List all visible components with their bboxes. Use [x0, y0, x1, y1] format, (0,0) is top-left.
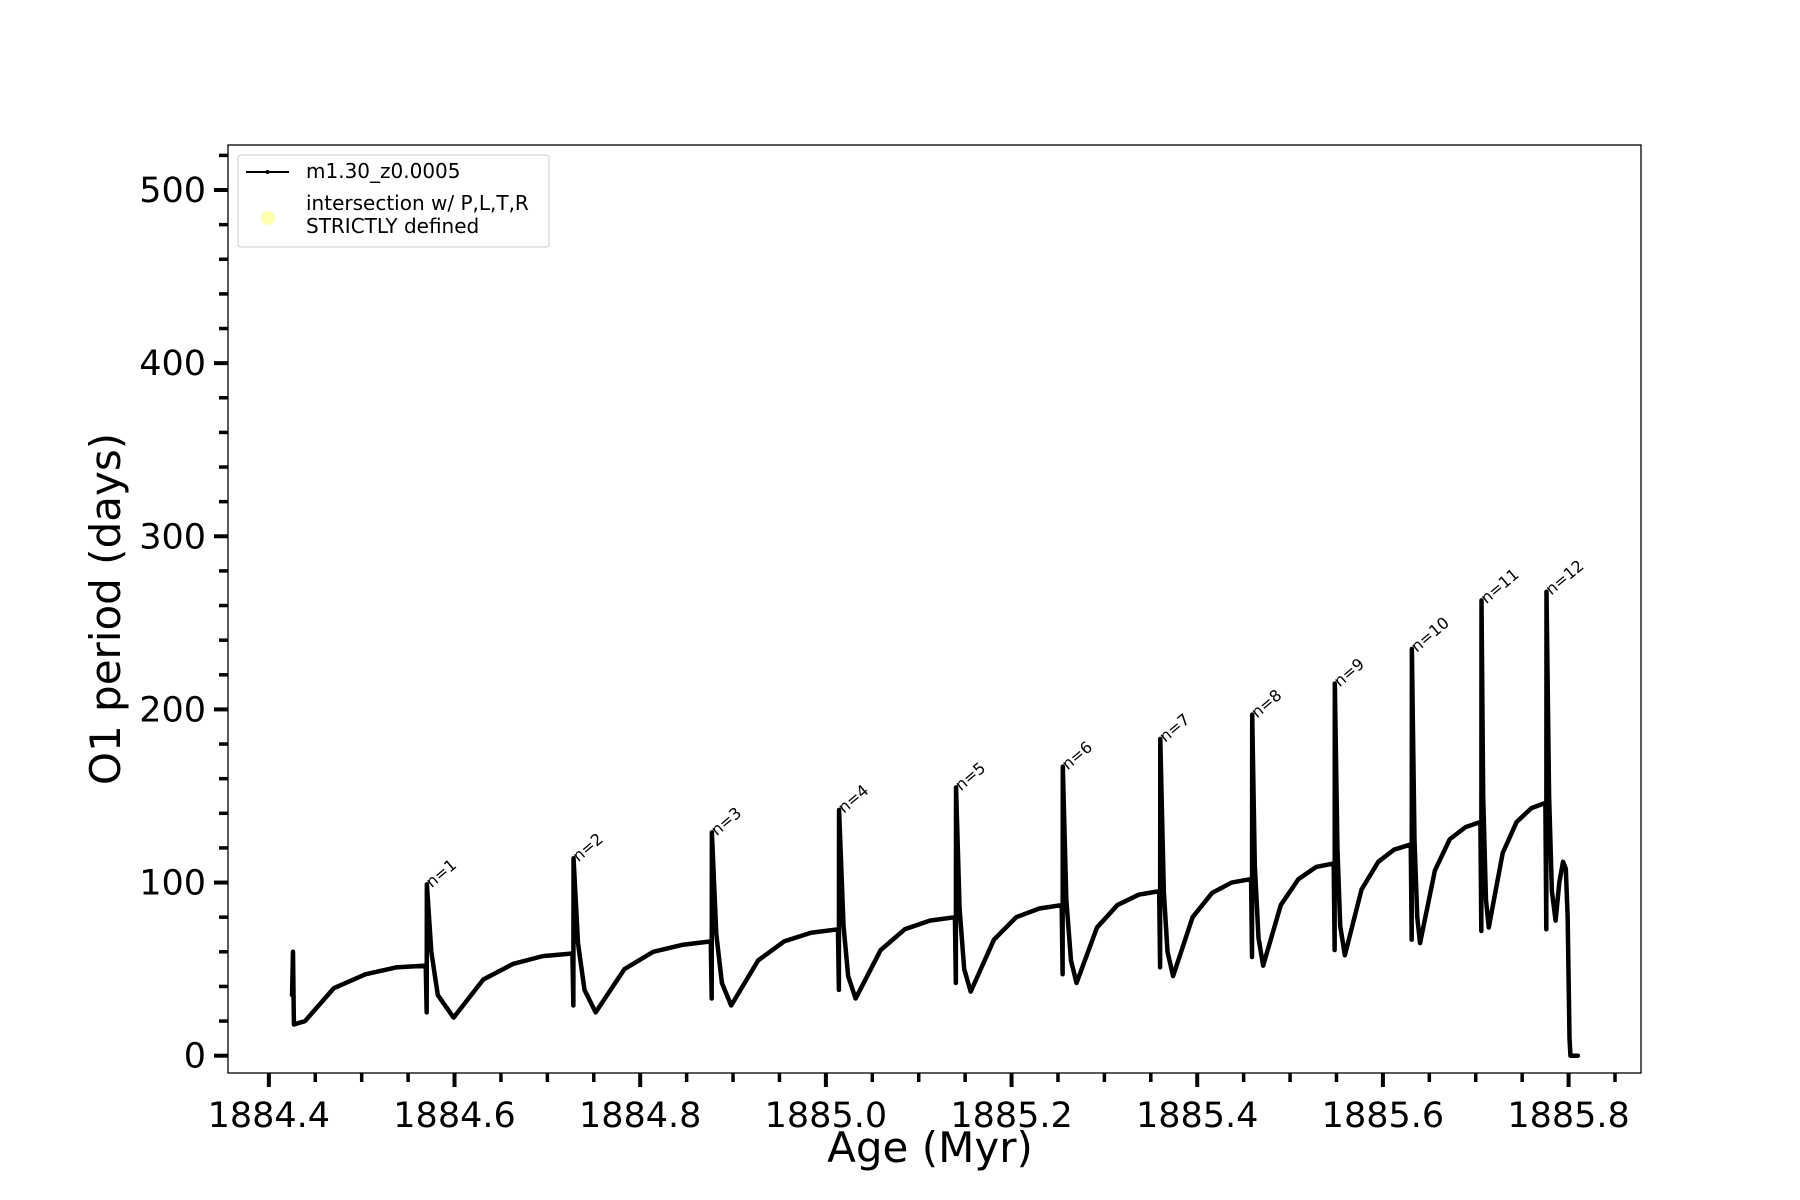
plot-frame: [227, 144, 1642, 1074]
legend-marker: [261, 211, 275, 225]
x-axis-label: Age (Myr): [827, 1123, 1033, 1172]
x-tick-label: 1885.0: [765, 1096, 887, 1136]
y-tick-label: 100: [139, 864, 206, 904]
x-tick-label: 1885.8: [1507, 1096, 1629, 1136]
y-axis-label: O1 period (days): [81, 433, 130, 785]
legend-label: intersection w/ P,L,T,R STRICTLY defined: [306, 191, 529, 238]
y-tick-label: 500: [139, 171, 206, 211]
legend-marker: [265, 170, 270, 174]
y-tick-label: 400: [139, 344, 206, 384]
legend-label: m1.30_z0.0005: [306, 159, 461, 183]
x-tick-label: 1884.4: [208, 1096, 330, 1136]
legend-box: [237, 154, 550, 248]
y-tick-label: 0: [184, 1037, 206, 1077]
x-tick-label: 1885.4: [1136, 1096, 1258, 1136]
data-line: [289, 589, 1581, 1058]
y-tick-label: 300: [139, 517, 206, 557]
x-tick-label: 1884.8: [579, 1096, 701, 1136]
annotation: n=10: [1407, 613, 1453, 656]
x-tick-label: 1885.2: [950, 1096, 1072, 1136]
x-tick-label: 1885.6: [1322, 1096, 1444, 1136]
annotation: n=11: [1477, 565, 1523, 608]
y-tick-label: 200: [139, 690, 206, 730]
annotation: n=12: [1542, 556, 1588, 599]
x-tick-label: 1884.6: [393, 1096, 515, 1136]
